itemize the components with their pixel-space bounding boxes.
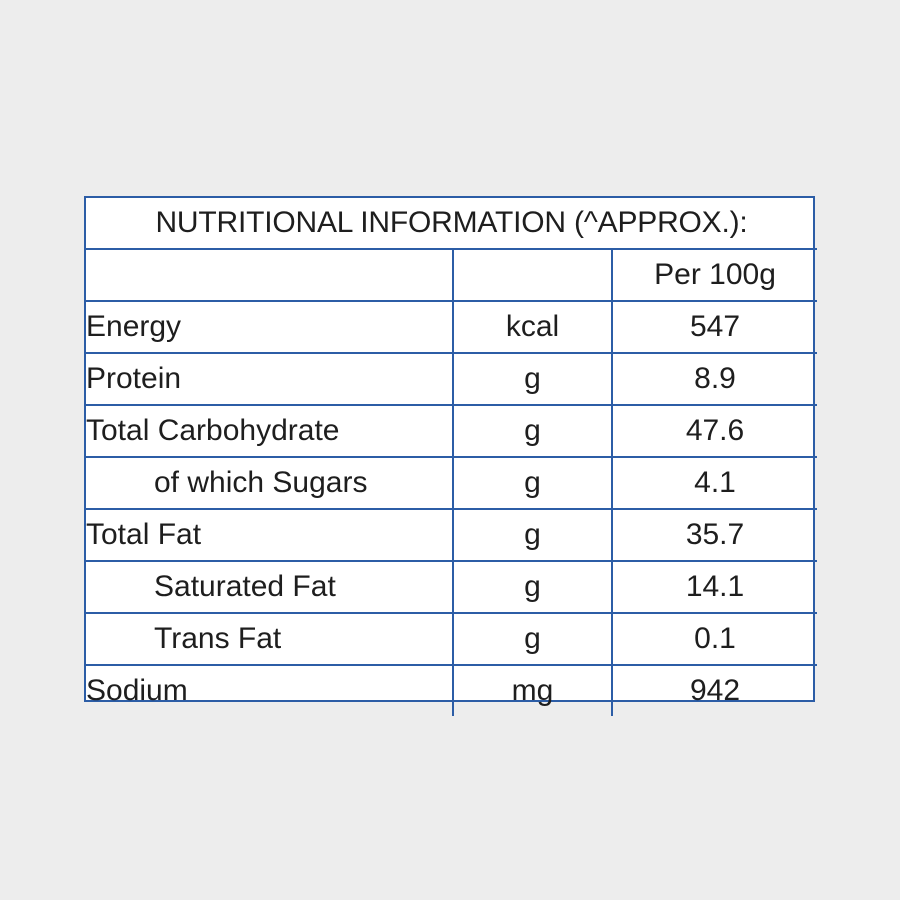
nutrient-name: Sodium <box>86 664 454 716</box>
nutrient-value: 47.6 <box>610 404 818 458</box>
nutrient-name: Protein <box>86 352 454 406</box>
table-row: Saturated Fat g 14.1 <box>86 560 818 614</box>
nutrient-unit: kcal <box>452 300 613 354</box>
nutrient-name: Trans Fat <box>86 612 454 666</box>
nutrition-table: NUTRITIONAL INFORMATION (^APPROX.): Per … <box>86 198 818 716</box>
nutrient-name: Total Carbohydrate <box>86 404 454 458</box>
table-row: Trans Fat g 0.1 <box>86 612 818 666</box>
table-row: Sodium mg 942 <box>86 664 818 716</box>
nutrient-value: 8.9 <box>610 352 818 406</box>
nutrient-unit: g <box>452 456 613 510</box>
nutrient-unit: mg <box>452 664 613 716</box>
nutrient-unit: g <box>452 404 613 458</box>
table-row: of which Sugars g 4.1 <box>86 456 818 510</box>
nutrient-unit: g <box>452 508 613 562</box>
table-title: NUTRITIONAL INFORMATION (^APPROX.): <box>86 198 818 250</box>
nutrient-value: 35.7 <box>610 508 818 562</box>
nutrient-unit: g <box>452 612 613 666</box>
nutrient-name: Saturated Fat <box>86 560 454 614</box>
table-row: Energy kcal 547 <box>86 300 818 354</box>
nutrient-name: Total Fat <box>86 508 454 562</box>
nutrient-name: of which Sugars <box>86 456 454 510</box>
nutrient-value: 942 <box>610 664 818 716</box>
header-unit <box>452 248 613 302</box>
title-row: NUTRITIONAL INFORMATION (^APPROX.): <box>86 198 818 250</box>
nutrient-value: 14.1 <box>610 560 818 614</box>
table-row: Protein g 8.9 <box>86 352 818 406</box>
column-header-row: Per 100g <box>86 248 818 302</box>
table-row: Total Carbohydrate g 47.6 <box>86 404 818 458</box>
nutrient-value: 4.1 <box>610 456 818 510</box>
nutrient-name: Energy <box>86 300 454 354</box>
header-per-100g: Per 100g <box>610 248 818 302</box>
nutrient-unit: g <box>452 560 613 614</box>
nutrition-panel: NUTRITIONAL INFORMATION (^APPROX.): Per … <box>84 196 818 716</box>
nutrient-unit: g <box>452 352 613 406</box>
header-nutrient <box>86 248 454 302</box>
nutrient-value: 0.1 <box>610 612 818 666</box>
nutrient-value: 547 <box>610 300 818 354</box>
table-row: Total Fat g 35.7 <box>86 508 818 562</box>
